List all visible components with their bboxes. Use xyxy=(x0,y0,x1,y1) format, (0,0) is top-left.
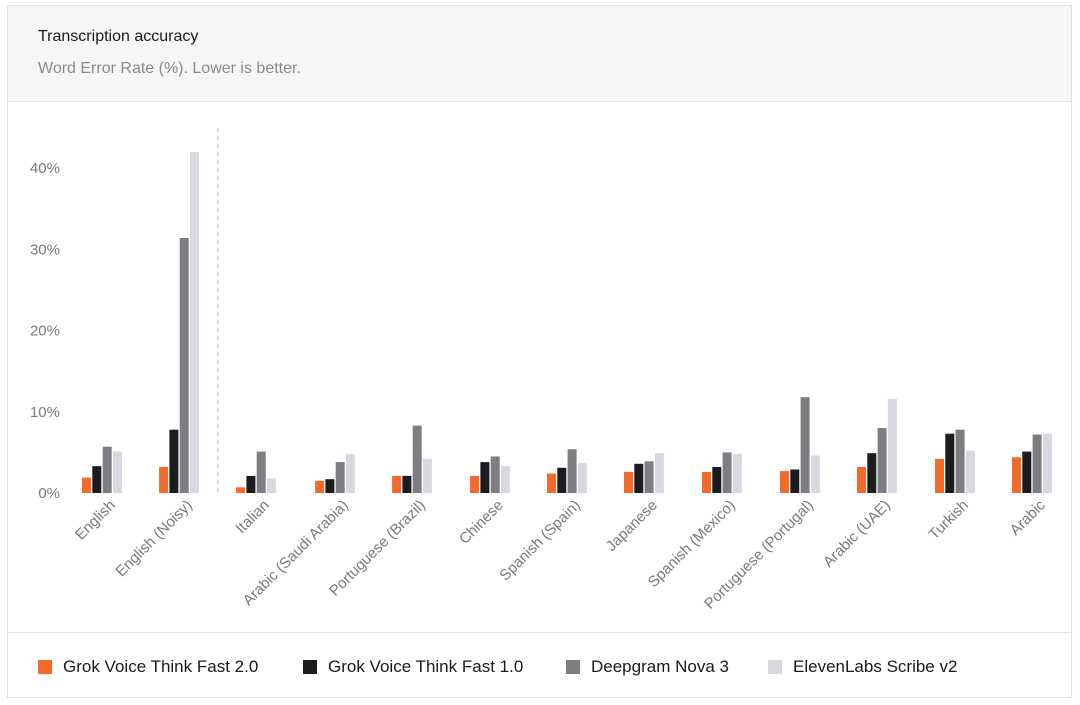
y-tick-label: 40% xyxy=(30,160,60,177)
chart-legend: Grok Voice Think Fast 2.0 Grok Voice Thin… xyxy=(8,632,1071,699)
bar xyxy=(102,446,112,493)
legend-label: ElevenLabs Scribe v2 xyxy=(793,657,958,676)
chart-card: Transcription accuracy Word Error Rate (… xyxy=(7,5,1072,698)
bar xyxy=(159,467,169,493)
bar xyxy=(965,450,975,493)
x-tick-label: Arabic (UAE) xyxy=(820,497,894,571)
bar xyxy=(557,467,567,493)
bar xyxy=(547,473,556,493)
bar xyxy=(335,462,345,493)
legend-item: Deepgram Nova 3 xyxy=(566,657,729,677)
bar xyxy=(955,429,965,493)
legend-item: Grok Voice Think Fast 2.0 xyxy=(38,657,258,677)
y-tick-label: 10% xyxy=(30,404,60,421)
bar xyxy=(1043,433,1052,493)
bar xyxy=(577,463,587,493)
legend-label: Grok Voice Think Fast 2.0 xyxy=(63,657,259,676)
bar xyxy=(1032,434,1042,493)
bar xyxy=(470,475,480,493)
x-tick-label: Arabic xyxy=(1007,496,1049,538)
bar xyxy=(867,453,877,493)
bar xyxy=(887,398,897,493)
bar xyxy=(877,428,887,493)
bar xyxy=(634,463,644,493)
bar xyxy=(1012,457,1021,493)
bar xyxy=(266,478,276,493)
legend-swatch xyxy=(566,660,580,674)
bar xyxy=(179,238,189,493)
bar xyxy=(644,461,654,493)
chart-header: Transcription accuracy Word Error Rate (… xyxy=(8,6,1071,102)
bar xyxy=(236,487,246,493)
bar xyxy=(422,458,432,493)
bar xyxy=(92,466,102,493)
bar xyxy=(412,425,422,493)
bar xyxy=(945,433,955,493)
bar xyxy=(800,397,810,493)
legend-swatch xyxy=(303,660,317,674)
legend-label: Grok Voice Think Fast 1.0 xyxy=(328,657,524,676)
legend-swatch xyxy=(768,660,782,674)
legend-swatch xyxy=(38,660,52,674)
bar xyxy=(345,454,355,493)
legend-item: ElevenLabs Scribe v2 xyxy=(768,657,957,677)
bar xyxy=(780,471,789,493)
bar xyxy=(402,475,412,493)
chart-subtitle: Word Error Rate (%). Lower is better. xyxy=(38,60,301,77)
bar xyxy=(190,152,199,493)
x-tick-label: English (Noisy) xyxy=(112,497,195,580)
bar xyxy=(82,477,91,493)
bar xyxy=(490,456,500,493)
bar xyxy=(325,479,335,493)
bar xyxy=(567,449,577,493)
bar xyxy=(500,466,510,493)
y-tick-label: 0% xyxy=(38,485,60,502)
bar xyxy=(857,467,866,493)
bar xyxy=(712,467,722,493)
bar xyxy=(654,453,664,493)
bar xyxy=(246,475,256,493)
bar xyxy=(624,471,633,493)
x-tick-label: Turkish xyxy=(925,497,971,543)
chart-title: Transcription accuracy xyxy=(38,28,199,45)
x-tick-label: Japanese xyxy=(603,497,661,555)
bar xyxy=(790,469,800,493)
legend-item: Grok Voice Think Fast 1.0 xyxy=(303,657,523,677)
legend-label: Deepgram Nova 3 xyxy=(591,657,729,676)
bar xyxy=(315,480,325,493)
bar xyxy=(392,475,402,493)
bar xyxy=(1022,451,1032,493)
x-tick-label: Italian xyxy=(233,497,273,537)
x-tick-label: Spanish (Spain) xyxy=(496,497,583,584)
bar xyxy=(169,429,179,493)
bar xyxy=(732,454,742,493)
bar xyxy=(702,471,711,493)
y-tick-label: 30% xyxy=(30,241,60,258)
bar xyxy=(480,462,490,493)
bar xyxy=(113,451,122,493)
bar xyxy=(935,458,944,493)
x-tick-label: English xyxy=(72,497,119,544)
x-tick-label: Chinese xyxy=(456,497,507,548)
y-tick-label: 20% xyxy=(30,323,60,340)
bar xyxy=(722,452,732,493)
bar xyxy=(256,451,266,493)
bar xyxy=(810,455,820,493)
